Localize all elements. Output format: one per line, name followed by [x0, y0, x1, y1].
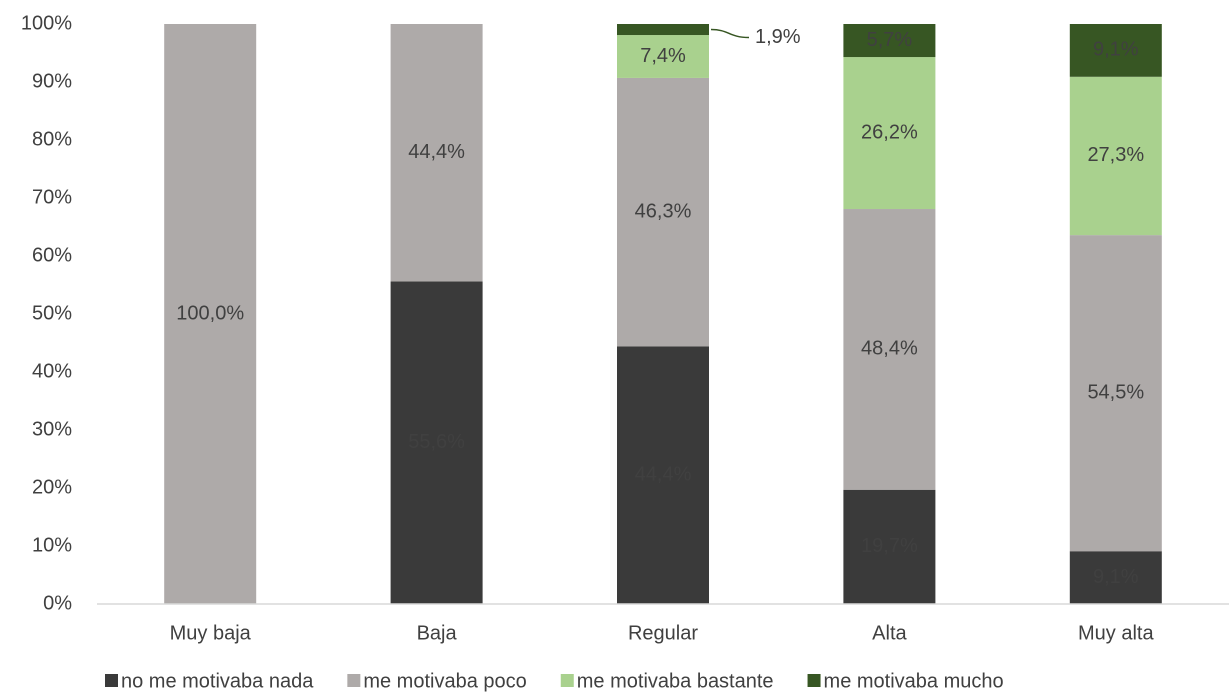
x-tick-label: Regular	[628, 622, 698, 644]
data-label: 27,3%	[1087, 144, 1144, 166]
bar-segment	[1069, 235, 1162, 552]
legend-swatch	[560, 674, 574, 687]
data-label: 55,6%	[408, 431, 465, 453]
bar-segment	[617, 346, 709, 604]
x-tick-label: Muy alta	[1078, 622, 1154, 644]
data-label: 7,4%	[640, 45, 686, 67]
data-label: 100,0%	[176, 302, 244, 324]
data-label: 48,4%	[861, 338, 918, 360]
bar-segment	[617, 77, 709, 347]
y-tick-label: 90%	[32, 70, 72, 92]
data-label: 19,7%	[861, 535, 918, 557]
data-label: 9,1%	[1093, 39, 1139, 61]
data-label: 54,5%	[1087, 381, 1144, 403]
bar-segment	[843, 57, 936, 210]
bar-segment	[1069, 76, 1162, 236]
legend-label: me motivaba mucho	[824, 670, 1004, 692]
leader-line	[710, 28, 750, 39]
legend-swatch	[347, 674, 361, 687]
bar-segment	[1069, 24, 1162, 77]
y-tick-label: 40%	[32, 360, 72, 382]
legend-label: no me motivaba nada	[121, 670, 314, 692]
data-label: 46,3%	[635, 200, 692, 222]
y-tick-label: 20%	[32, 476, 72, 498]
bar-segment	[1069, 551, 1162, 604]
x-tick-label: Baja	[417, 622, 458, 644]
y-tick-label: 50%	[32, 302, 72, 324]
bar-segment	[843, 24, 936, 58]
legend-swatch	[105, 674, 118, 687]
bar-segment	[390, 24, 483, 282]
x-tick-label: Muy baja	[170, 622, 252, 644]
data-label: 9,1%	[1093, 566, 1139, 588]
data-label: 44,4%	[635, 464, 692, 486]
y-tick-label: 10%	[32, 534, 72, 556]
bar-segment	[617, 24, 709, 36]
bar-segment	[390, 281, 483, 604]
y-tick-label: 30%	[32, 418, 72, 440]
y-tick-label: 80%	[32, 128, 72, 150]
x-tick-label: Alta	[872, 622, 907, 644]
y-tick-label: 60%	[32, 244, 72, 266]
y-tick-label: 70%	[32, 186, 72, 208]
legend-label: me motivaba bastante	[577, 670, 774, 692]
bar-segment	[164, 24, 257, 604]
bar-segment	[843, 489, 936, 604]
legend-label: me motivaba poco	[363, 670, 526, 692]
data-label: 5,7%	[867, 29, 913, 51]
data-label: 26,2%	[861, 121, 918, 143]
y-tick-label: 100%	[21, 12, 72, 34]
legend-swatch	[807, 674, 821, 687]
data-label: 1,9%	[755, 26, 801, 48]
data-label: 44,4%	[408, 141, 465, 163]
bar-segment	[843, 209, 936, 490]
y-tick-label: 0%	[43, 592, 72, 614]
bar-segment	[617, 35, 709, 78]
